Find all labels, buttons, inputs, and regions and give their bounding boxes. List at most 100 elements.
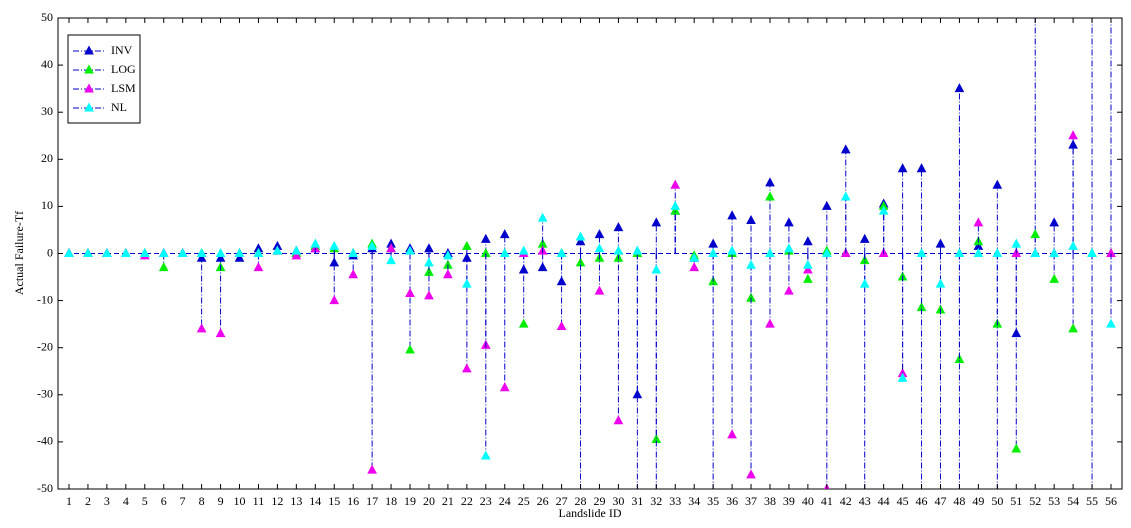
marker [651,217,662,227]
legend-marker [84,102,94,112]
x-tick-label: 35 [707,494,719,508]
marker [594,243,605,253]
marker [499,382,510,392]
marker [462,240,472,250]
marker [821,247,832,257]
marker [765,177,775,187]
marker [670,179,681,189]
marker [784,243,794,253]
marker [462,363,472,373]
marker [594,285,605,295]
x-tick-label: 3 [104,494,110,508]
y-tick-label: -30 [37,387,53,401]
x-tick-label: 16 [347,494,359,508]
x-tick-label: 19 [404,494,416,508]
legend-label: INV [111,43,133,57]
x-tick-label: 41 [821,494,833,508]
legend-label: LOG [111,62,136,76]
marker [727,210,737,220]
marker [310,238,321,248]
marker [1068,323,1078,333]
marker [234,252,245,262]
marker [613,245,624,255]
marker [64,247,74,257]
marker [992,179,1003,189]
x-tick-label: 2 [85,494,91,508]
marker [594,229,605,239]
marker [803,236,813,246]
x-tick-label: 34 [688,494,700,508]
x-tick-label: 45 [897,494,909,508]
x-tick-label: 29 [593,494,605,508]
x-tick-label: 32 [650,494,662,508]
marker [916,247,927,257]
marker [859,255,870,265]
marker [480,233,491,243]
marker [253,247,264,257]
x-tick-label: 26 [537,494,549,508]
marker [121,247,131,257]
marker [878,205,889,215]
marker [954,353,965,363]
marker [1068,240,1078,250]
x-tick-label: 9 [218,494,224,508]
marker [935,278,946,288]
x-tick-label: 51 [1010,494,1022,508]
marker [177,247,188,257]
x-tick-label: 18 [385,494,397,508]
x-tick-label: 20 [423,494,435,508]
marker [405,344,415,354]
marker [253,262,264,272]
y-tick-label: 0 [47,245,53,259]
marker [840,144,851,154]
marker [272,245,283,255]
x-tick-label: 47 [934,494,946,508]
marker [821,200,832,210]
marker [499,229,510,239]
x-tick-label: 4 [123,494,129,508]
x-tick-label: 39 [783,494,795,508]
marker [102,247,112,257]
x-tick-label: 14 [309,494,321,508]
marker [518,245,529,255]
marker [1087,247,1097,257]
marker [1068,139,1078,149]
marker [1049,273,1059,283]
x-tick-label: 10 [234,494,246,508]
x-tick-label: 49 [972,494,984,508]
x-tick-label: 21 [442,494,454,508]
marker [803,259,813,269]
marker [556,320,567,331]
marker [196,323,207,333]
marker [1030,247,1041,257]
marker [1049,217,1059,227]
x-tick-label: 53 [1048,494,1060,508]
x-tick-label: 30 [612,494,624,508]
marker [651,264,662,274]
marker [784,285,794,295]
x-tick-label: 48 [953,494,965,508]
marker [613,222,624,232]
x-tick-label: 36 [726,494,738,508]
marker [329,240,340,250]
marker [215,247,226,257]
y-tick-label: -50 [37,481,53,495]
x-axis-label: Landslide ID [559,506,622,520]
marker [954,83,965,93]
marker [746,469,756,479]
marker [840,191,851,201]
x-tick-label: 38 [764,494,776,508]
x-tick-label: 24 [499,494,511,508]
marker [234,247,245,257]
marker [613,415,624,425]
x-tick-label: 6 [161,494,167,508]
x-tick-label: 46 [916,494,928,508]
x-tick-label: 56 [1105,494,1117,508]
marker [992,247,1003,257]
marker [424,257,434,267]
marker [386,255,396,265]
marker [291,245,302,255]
x-tick-label: 33 [669,494,681,508]
marker [537,262,548,272]
marker [480,450,491,460]
